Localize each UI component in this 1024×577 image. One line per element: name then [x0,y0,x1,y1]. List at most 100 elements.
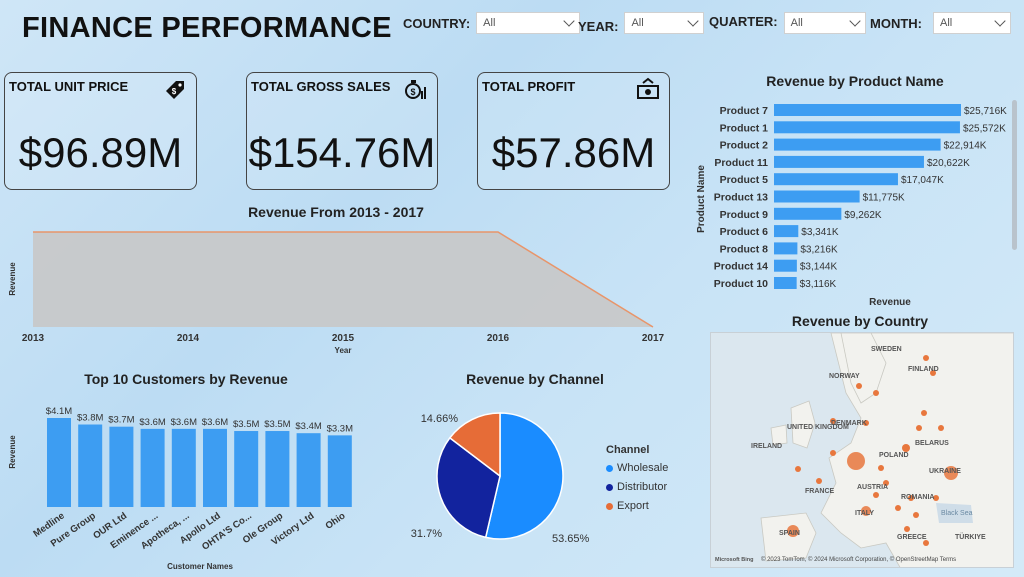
data-label: $3.7M [108,415,134,426]
x-axis-label: Year [335,346,352,355]
map-label: BELARUS [915,440,949,447]
quarter-select[interactable]: All [783,12,866,34]
bar [774,155,924,168]
kpi-label: TOTAL PROFIT [482,79,576,94]
y-tick-label: Product 7 [720,105,769,117]
x-tick-label: Ohio [323,510,347,532]
map-label: SWEDEN [871,346,902,353]
y-tick-label: Product 5 [720,174,769,186]
data-label: $3.3M [327,423,353,434]
year-select[interactable]: All [624,12,705,34]
country-select[interactable]: All [476,12,581,34]
data-label: $3.4M [295,421,321,432]
area-fill [33,232,653,327]
bar [234,431,259,507]
map-title: Revenue by Country [791,313,929,329]
kpi-card-gross-sales: TOTAL GROSS SALES $ $154.76M [246,72,438,190]
y-tick-label: Product 14 [714,261,768,273]
data-label: $9,262K [844,210,882,221]
map-label: Black Sea [941,510,973,517]
revenue-map[interactable]: SWEDEN FINLAND NORWAY UNITED KINGDOM DEN… [710,332,1014,568]
data-label: $3.5M [233,419,259,430]
data-label: $25,572K [963,123,1006,134]
product-chart-title: Revenue by Product Name [766,73,944,89]
svg-text:$: $ [410,87,415,97]
chevron-down-icon [848,15,861,27]
price-tag-icon: $ [166,81,184,99]
pie-slice [484,412,564,540]
y-axis-label: Revenue [8,262,17,296]
data-label: $3.6M [202,417,228,428]
x-axis-label: Revenue [869,297,911,308]
y-tick-label: Product 9 [720,209,769,221]
kpi-value: $96.89M [18,129,183,176]
data-label: $3.6M [139,417,165,428]
map-label: ROMANIA [901,494,934,501]
month-select[interactable]: All [933,12,1011,34]
bar [774,225,799,238]
svg-text:$: $ [172,87,177,96]
data-label: $3.5M [264,419,290,430]
legend-label: Export [617,500,649,512]
bar [774,190,860,203]
bar [774,104,961,116]
bar [47,418,71,507]
data-label: $11,775K [863,193,905,204]
chevron-down-icon [994,15,1006,27]
revenue-area-chart: 2013 2014 2015 2016 2017 Year Revenue [8,231,665,355]
y-axis-label: Product Name [696,165,707,233]
x-tick-label: 2013 [22,333,45,344]
bar [296,433,321,507]
legend-item-export[interactable]: Export [606,500,668,512]
kpi-label: TOTAL GROSS SALES [251,79,391,94]
bar [774,242,798,255]
legend-item-wholesale[interactable]: Wholesale [606,462,668,474]
y-tick-label: Product 2 [720,140,769,152]
bar [327,435,352,507]
map-label: DENMARK [831,420,867,427]
data-label: $3,116K [800,279,837,290]
data-label: $20,622K [927,158,970,169]
bar [774,207,842,220]
data-label: $22,914K [944,141,987,152]
product-chart-scrollbar[interactable] [1012,100,1017,250]
customers-chart-title: Top 10 Customers by Revenue [84,371,288,387]
quarter-filter: QUARTER: All [709,12,866,34]
legend-dot [606,483,613,491]
chevron-down-icon [687,15,700,27]
quarter-select-value: All [790,17,803,29]
bar [774,259,797,272]
map-label: TÜRKIYE [955,532,986,541]
data-label: 14.66% [421,413,459,425]
bar [265,431,290,507]
map-label: ITALY [855,510,874,517]
chevron-down-icon [563,15,575,27]
bar [774,173,898,186]
x-tick-label: 2016 [487,333,510,344]
y-tick-label: Product 1 [720,122,769,134]
bar [774,277,797,289]
data-label: $4.1M [46,406,72,417]
map-label: SPAIN [779,530,800,537]
year-select-value: All [631,17,644,29]
country-filter-label: COUNTRY: [403,15,471,31]
data-label: $17,047K [901,175,944,186]
x-tick-label: 2015 [332,333,355,344]
kpi-card-unit-price: TOTAL UNIT PRICE $ $96.89M [4,72,197,190]
kpi-value: $57.86M [491,129,656,176]
legend-item-distributor[interactable]: Distributor [606,481,668,493]
map-label: UNITED KINGDOM [787,424,849,431]
data-label: $3.8M [77,413,103,424]
y-tick-label: Product 10 [714,278,768,290]
month-select-value: All [940,17,953,29]
map-label: FRANCE [805,488,834,495]
legend-dot [606,502,613,510]
channel-chart-title: Revenue by Channel [466,371,604,387]
map-canvas: SWEDEN FINLAND NORWAY UNITED KINGDOM DEN… [711,333,1013,567]
y-tick-label: Product 8 [720,243,769,255]
bar [171,428,196,507]
channel-legend: Channel Wholesale Distributor Export [606,444,668,519]
map-label: IRELAND [751,443,782,450]
map-label: NORWAY [829,373,860,380]
